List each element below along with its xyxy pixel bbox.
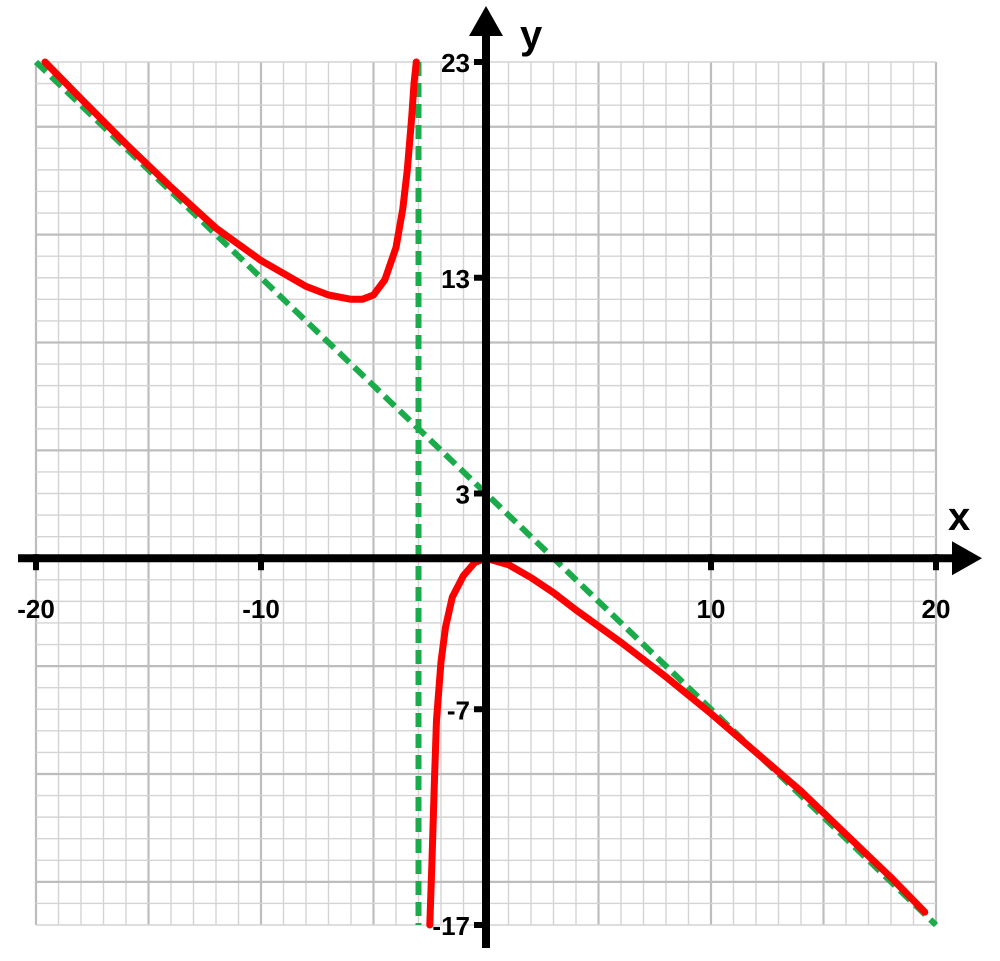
y-axis-arrow xyxy=(469,6,503,36)
x-axis-arrow xyxy=(952,541,982,576)
y-axis-label: y xyxy=(520,13,543,57)
tick-labels: -20 -10 10 20 23 13 3 -7 -17 xyxy=(17,48,950,941)
curves xyxy=(41,58,929,929)
y-tick-label: 3 xyxy=(456,480,470,510)
y-tick-label: 13 xyxy=(441,264,470,294)
y-tick-label: 23 xyxy=(441,48,470,78)
x-tick-label: -10 xyxy=(242,594,280,624)
ticks xyxy=(33,59,939,928)
curve-branch-0 xyxy=(41,58,420,303)
axes xyxy=(18,6,982,948)
curve-branch-1 xyxy=(426,554,929,929)
y-tick-label: -17 xyxy=(432,911,470,941)
x-tick-label: 20 xyxy=(922,594,951,624)
x-tick-label: 10 xyxy=(697,594,726,624)
x-tick-label: -20 xyxy=(17,594,55,624)
x-axis-label: x xyxy=(948,495,970,539)
y-tick-label: -7 xyxy=(447,695,470,725)
